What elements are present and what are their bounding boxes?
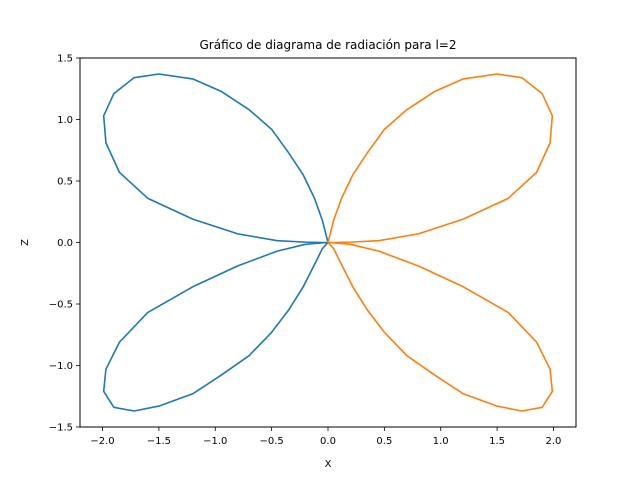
x-tick-label: 0.5 [376, 436, 392, 447]
x-tick-label: 2.0 [546, 436, 562, 447]
x-tick-label: 1.0 [433, 436, 449, 447]
x-tick-label: −1.0 [203, 436, 227, 447]
x-axis-label: X [325, 459, 332, 470]
series-line-2 [327, 73, 554, 412]
y-tick-label: −0.5 [49, 300, 73, 311]
y-tick-label: 1.5 [57, 54, 73, 65]
y-tick-label: −1.5 [49, 423, 73, 434]
x-tick-label: 1.5 [489, 436, 505, 447]
y-tick-label: 0.5 [57, 177, 73, 188]
x-tick-label: −1.5 [147, 436, 171, 447]
y-axis: −1.5 −1.0 −0.5 0.0 0.5 1.0 1.5 [49, 54, 80, 434]
y-axis-label: Z [20, 239, 31, 246]
x-tick-label: −0.5 [259, 436, 283, 447]
x-tick-label: −2.0 [90, 436, 114, 447]
chart-title: Gráfico de diagrama de radiación para l=… [200, 38, 457, 52]
x-tick-label: 0.0 [320, 436, 336, 447]
x-axis: −2.0 −1.5 −1.0 −0.5 0.0 0.5 1.0 1.5 2.0 [90, 427, 561, 447]
series-layer [102, 73, 554, 412]
y-tick-label: −1.0 [49, 361, 73, 372]
y-tick-label: 0.0 [57, 238, 73, 249]
y-tick-label: 1.0 [57, 115, 73, 126]
